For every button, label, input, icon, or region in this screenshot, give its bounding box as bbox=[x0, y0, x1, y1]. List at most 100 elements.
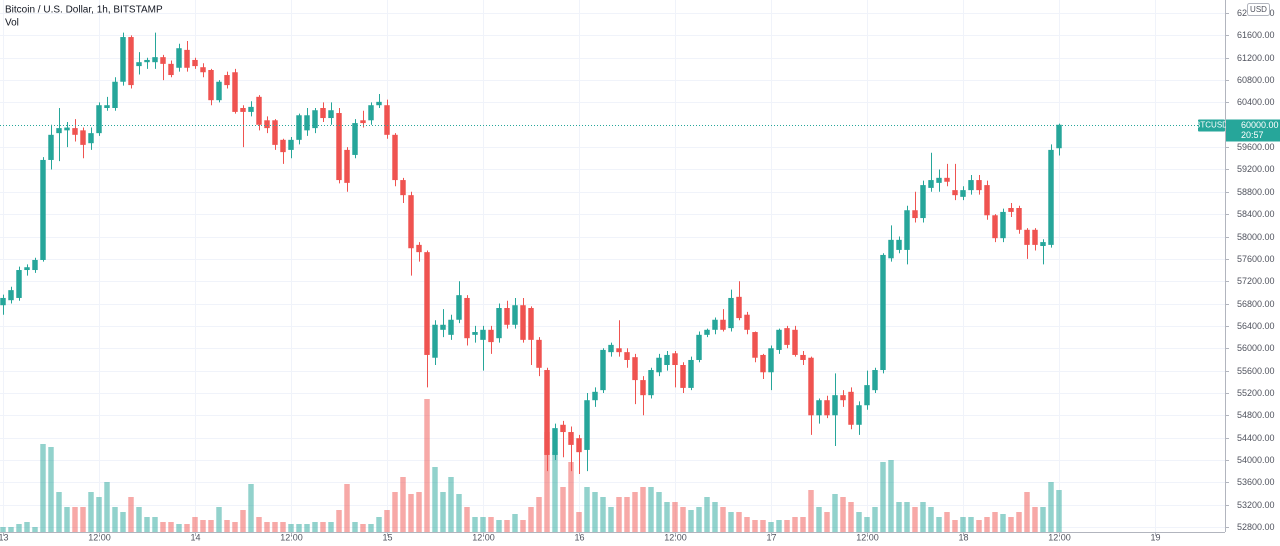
candle-body bbox=[40, 159, 46, 260]
volume-bar bbox=[88, 492, 94, 532]
candle-body bbox=[448, 319, 454, 335]
volume-bar bbox=[1040, 507, 1046, 532]
candle-body bbox=[360, 120, 366, 124]
volume-bar bbox=[152, 517, 158, 532]
y-tick-label: 60800.00 bbox=[1237, 75, 1275, 85]
volume-bar bbox=[720, 507, 726, 532]
candle-body bbox=[656, 357, 662, 373]
volume-bar bbox=[336, 510, 342, 532]
candle-body bbox=[200, 67, 206, 73]
volume-bar bbox=[464, 507, 470, 532]
x-tick-label: 12:00 bbox=[472, 532, 495, 542]
volume-bar bbox=[352, 522, 358, 532]
y-tick-label: 54400.00 bbox=[1237, 433, 1275, 443]
volume-bar bbox=[224, 520, 230, 532]
candle-body bbox=[192, 59, 198, 67]
volume-bar bbox=[920, 502, 926, 532]
volume-bar bbox=[280, 522, 286, 532]
candle-body bbox=[1024, 229, 1030, 245]
candle-body bbox=[432, 324, 438, 358]
candle-body bbox=[928, 180, 934, 188]
candle-body bbox=[640, 380, 646, 396]
candle-body bbox=[904, 210, 910, 250]
volume-bar bbox=[392, 492, 398, 532]
volume-bar bbox=[96, 497, 102, 532]
volume-bar bbox=[1024, 492, 1030, 532]
candle-body bbox=[272, 120, 278, 145]
volume-bar bbox=[80, 507, 86, 532]
candle-body bbox=[8, 290, 14, 301]
candle-body bbox=[824, 400, 830, 416]
candle-body bbox=[616, 348, 622, 353]
volume-bar bbox=[936, 517, 942, 532]
candle-body bbox=[672, 353, 678, 366]
volume-bar bbox=[456, 494, 462, 532]
volume-bar bbox=[112, 507, 118, 532]
candle-body bbox=[552, 428, 558, 455]
candle-body bbox=[120, 37, 126, 82]
volume-bar bbox=[864, 517, 870, 532]
candle-body bbox=[128, 37, 134, 86]
candle-body bbox=[408, 195, 414, 249]
volume-layer bbox=[0, 399, 1062, 532]
symbol-badge bbox=[1198, 119, 1225, 132]
candle-body bbox=[592, 391, 598, 401]
candle-body bbox=[176, 48, 182, 68]
y-tick-label: 55200.00 bbox=[1237, 388, 1275, 398]
candle-body bbox=[464, 297, 470, 339]
volume-bar bbox=[240, 510, 246, 532]
y-tick-label: 54000.00 bbox=[1237, 455, 1275, 465]
x-tick-label: 19 bbox=[1150, 532, 1160, 542]
volume-bar bbox=[72, 507, 78, 532]
volume-bar bbox=[800, 517, 806, 532]
y-tick-label: 61200.00 bbox=[1237, 53, 1275, 63]
volume-bar bbox=[176, 524, 182, 532]
candle-layer bbox=[0, 32, 1062, 474]
candle-body bbox=[344, 149, 350, 183]
candle-body bbox=[1008, 208, 1014, 212]
volume-bar bbox=[360, 524, 366, 532]
candle-body bbox=[848, 391, 854, 425]
candle-body bbox=[80, 130, 86, 145]
volume-bar bbox=[120, 512, 126, 532]
volume-bar bbox=[424, 399, 430, 532]
volume-bar bbox=[504, 520, 510, 532]
candle-body bbox=[32, 259, 38, 271]
volume-bar bbox=[8, 527, 14, 532]
y-tick-label: 61600.00 bbox=[1237, 30, 1275, 40]
symbol-text: BTCUSD bbox=[1195, 121, 1228, 130]
candle-body bbox=[952, 190, 958, 196]
volume-bar bbox=[784, 520, 790, 532]
candle-body bbox=[856, 405, 862, 425]
volume-bar bbox=[768, 522, 774, 532]
candle-body bbox=[968, 180, 974, 191]
candle-body bbox=[328, 110, 334, 119]
x-tick-label: 12:00 bbox=[1048, 532, 1071, 542]
candle-body bbox=[800, 354, 806, 360]
candle-body bbox=[520, 305, 526, 340]
volume-bar bbox=[64, 507, 70, 532]
candle-body bbox=[1040, 242, 1046, 246]
x-tick-label: 12:00 bbox=[280, 532, 303, 542]
volume-bar bbox=[848, 502, 854, 532]
volume-bar bbox=[904, 502, 910, 532]
volume-bar bbox=[656, 492, 662, 532]
price-text: 60000.00 bbox=[1241, 120, 1279, 130]
candle-body bbox=[792, 329, 798, 355]
volume-bar bbox=[568, 462, 574, 532]
volume-bar bbox=[248, 484, 254, 532]
volume-bar bbox=[0, 527, 6, 532]
candle-body bbox=[696, 334, 702, 360]
candle-body bbox=[880, 254, 886, 371]
volume-bar bbox=[1016, 512, 1022, 532]
candle-body bbox=[688, 359, 694, 388]
candle-body bbox=[896, 239, 902, 250]
volume-bar bbox=[328, 522, 334, 532]
volume-bar bbox=[376, 517, 382, 532]
candle-body bbox=[744, 314, 750, 330]
candle-body bbox=[600, 349, 606, 391]
y-tick-label: 59200.00 bbox=[1237, 164, 1275, 174]
volume-bar bbox=[512, 514, 518, 532]
candle-body bbox=[280, 139, 286, 153]
